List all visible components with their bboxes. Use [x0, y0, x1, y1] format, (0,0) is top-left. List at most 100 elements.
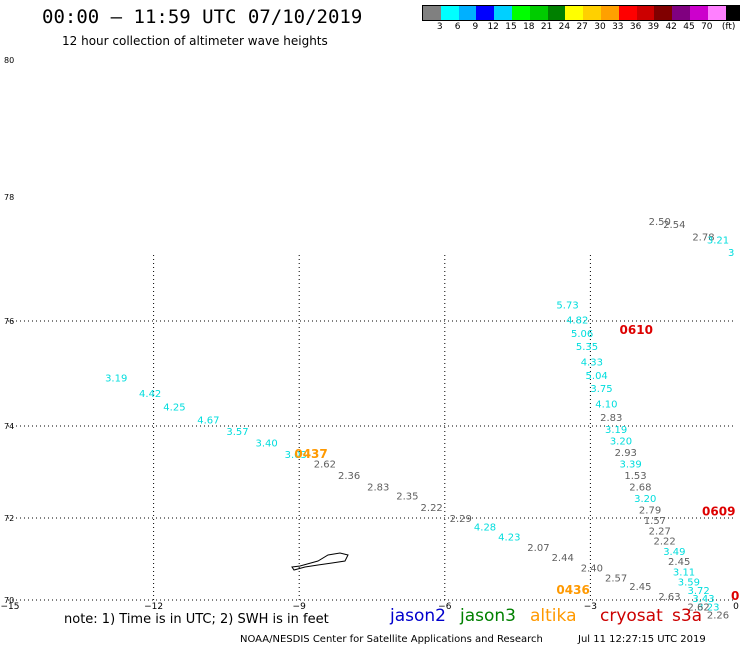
wave-height-value: 5.73	[556, 301, 578, 312]
lat-tick-label: 74	[4, 422, 14, 431]
lon-tick-label: −3	[584, 602, 597, 612]
wave-height-value: 2.45	[668, 557, 690, 568]
wave-height-value: 5.06	[571, 329, 593, 340]
wave-height-value: 2.22	[421, 503, 443, 514]
lat-tick-label: 76	[4, 317, 14, 326]
lon-tick-label: −12	[144, 602, 163, 612]
satellite-name: altika	[530, 606, 577, 626]
lat-tick-label: 80	[4, 56, 14, 65]
wave-height-value: 4.28	[474, 522, 496, 533]
wave-height-value: 3.75	[590, 384, 612, 395]
legend-label: 39	[647, 22, 660, 32]
wave-height-value: 3.20	[634, 494, 656, 505]
wave-height-value: 2.22	[653, 537, 675, 548]
satellite-name: cryosat	[600, 606, 663, 626]
legend-swatch	[529, 6, 548, 20]
wave-height-value: 3.49	[663, 547, 685, 558]
wave-height-value: 5.04	[586, 371, 608, 382]
wave-height-value: 2.78	[692, 232, 714, 243]
wave-height-value: 2.93	[615, 448, 637, 459]
wave-height-value: 3.21	[707, 236, 729, 247]
wave-height-value: 2.50	[649, 217, 671, 228]
wave-height-value: 2.83	[600, 413, 622, 424]
wave-height-value: 2.83	[367, 482, 389, 493]
wave-height-value: 4.42	[139, 389, 161, 400]
lon-tick-label: −6	[438, 602, 452, 612]
axis-ticks: −15 −12 −9 −6 −3 0 80 78 76 74 72 70	[1, 56, 740, 612]
legend-swatch	[618, 6, 637, 20]
legend-swatch	[476, 6, 495, 20]
wave-height-value: 5.35	[576, 342, 598, 353]
wave-height-value: 2.68	[629, 482, 651, 493]
wave-height-value: 4.82	[566, 316, 588, 327]
wave-height-value: 4.23	[498, 533, 520, 544]
wave-height-value: 2.29	[450, 514, 472, 525]
wave-height-value: 2.45	[629, 582, 651, 593]
legend-swatch	[565, 6, 584, 20]
legend-label: 42	[665, 22, 677, 32]
pass-time-label: 0436	[556, 583, 589, 597]
color-legend	[422, 5, 740, 21]
lat-tick-label: 72	[4, 514, 14, 523]
legend-swatch	[636, 6, 655, 20]
wave-height-value: 3.43	[692, 594, 714, 605]
lon-tick-label: −15	[1, 602, 20, 612]
pass-time-label: 0610	[620, 323, 653, 337]
footer-timestamp: Jul 11 12:27:15 UTC 2019	[578, 634, 706, 645]
wave-height-value: 2.26	[707, 610, 729, 621]
satellite-name: s3a	[672, 606, 703, 626]
wave-height-value: 4.33	[581, 358, 603, 369]
wave-height-value: 3.11	[673, 567, 695, 578]
wave-height-value: 2.44	[552, 553, 574, 564]
legend-swatch	[725, 6, 740, 20]
legend-label: 45	[683, 22, 695, 32]
legend-swatch	[494, 6, 512, 20]
wave-height-value: 2.54	[663, 220, 685, 231]
wave-height-value: 3	[728, 248, 734, 259]
wave-height-value: 2.40	[581, 563, 603, 574]
wave-height-value: 2.27	[649, 526, 671, 537]
legend-label: 6	[454, 22, 461, 32]
legend-swatch	[654, 6, 673, 20]
legend-label: 9	[472, 22, 479, 32]
legend-swatch	[600, 6, 619, 20]
lon-tick-label: 0	[733, 602, 739, 612]
legend-label: 33	[612, 22, 624, 32]
wave-height-value: 2.07	[527, 543, 549, 554]
wave-height-value: 4.10	[595, 400, 617, 411]
wave-height-value: 1.53	[624, 471, 646, 482]
page-subtitle: 12 hour collection of altimeter wave hei…	[62, 34, 328, 48]
lat-tick-label: 70	[4, 596, 14, 605]
legend-label: 3	[436, 22, 443, 32]
page-title: 00:00 – 11:59 UTC 07/10/2019	[42, 6, 363, 28]
wave-height-value: 4.25	[163, 402, 185, 413]
legend-swatch	[583, 6, 601, 20]
wave-height-value: 3.23	[697, 602, 719, 613]
wave-height-value: 2.57	[605, 574, 627, 585]
legend-swatch	[547, 6, 566, 20]
wave-height-value: 3.39	[620, 459, 642, 470]
legend-label: 12	[487, 22, 499, 32]
wave-height-value: 3.19	[105, 373, 127, 384]
legend-label: 15	[505, 22, 517, 32]
legend-label: 21	[540, 22, 553, 32]
legend-label: 70	[701, 22, 713, 32]
wave-height-value: 2.36	[338, 471, 360, 482]
legend-swatch	[511, 6, 530, 20]
legend-swatch	[458, 6, 477, 20]
wave-height-value: 3.72	[687, 586, 709, 597]
pass-time-label: 0609	[702, 505, 735, 519]
jan-mayen-island	[291, 552, 349, 571]
wave-labels: 2.502.54 2.783.213 5.73 4.82 5.06 5.35 4.33 5.0…	[105, 217, 739, 622]
footer-credit: NOAA/NESDIS Center for Satellite Applica…	[240, 634, 543, 645]
color-legend-labels: 3 6 9 12 15 18 21 24 27 30 33 36 39 42 45 70 (ft)	[422, 22, 740, 34]
wave-height-value: 3.19	[605, 425, 627, 436]
pass-time-label: 0	[731, 589, 739, 603]
legend-unit: (ft)	[721, 22, 736, 32]
wave-height-value: 2.79	[639, 505, 661, 516]
legend-label: 18	[523, 22, 535, 32]
legend-label: 30	[594, 22, 606, 32]
legend-label: 27	[576, 22, 588, 32]
lon-tick-label: −9	[293, 602, 307, 612]
legend-swatch	[440, 6, 459, 20]
